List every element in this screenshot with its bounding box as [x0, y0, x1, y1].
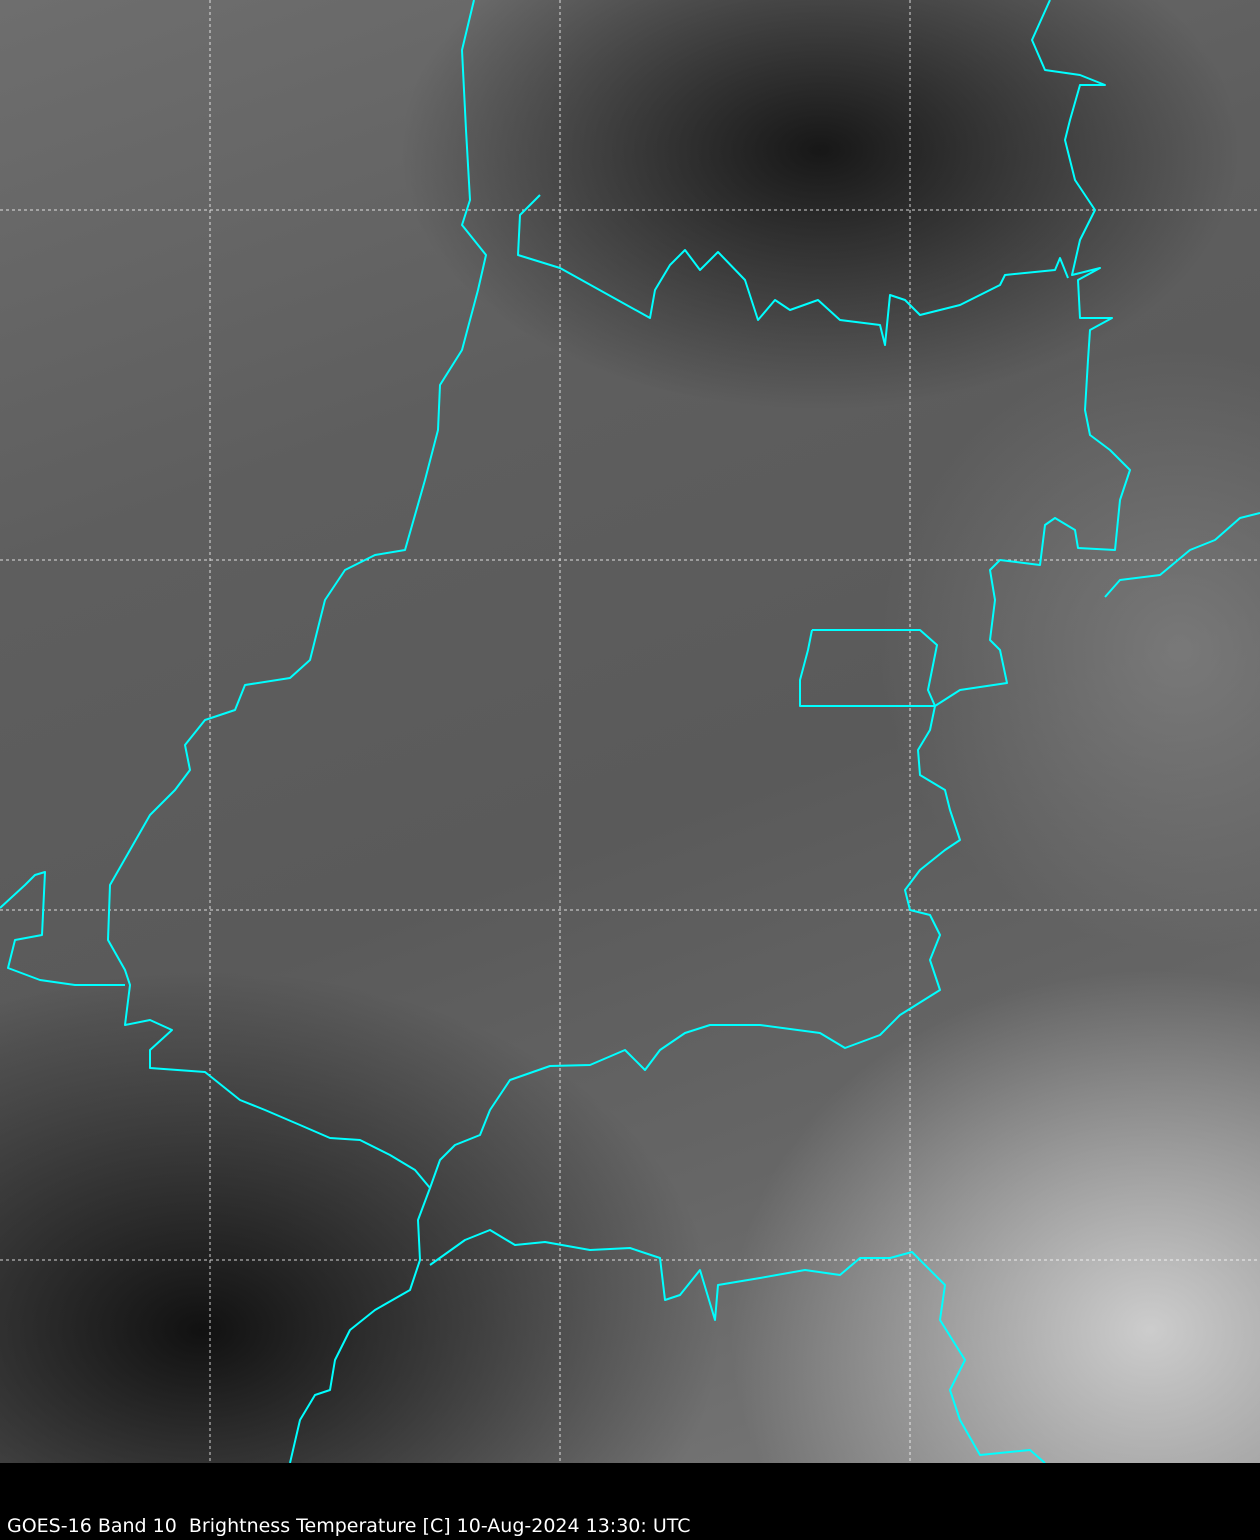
state-borders	[0, 0, 1260, 1463]
border-west	[107, 0, 487, 1463]
border-south	[429, 1229, 1046, 1463]
image-caption: GOES-16 Band 10 Brightness Temperature […	[7, 1515, 691, 1537]
border-southwest-inset	[0, 871, 125, 986]
graticule	[0, 0, 1260, 1463]
map-overlay	[0, 0, 1260, 1463]
border-north	[517, 194, 1069, 346]
border-east	[429, 0, 1131, 1189]
border-northeast	[1104, 512, 1260, 598]
federal-district-border	[799, 629, 938, 707]
